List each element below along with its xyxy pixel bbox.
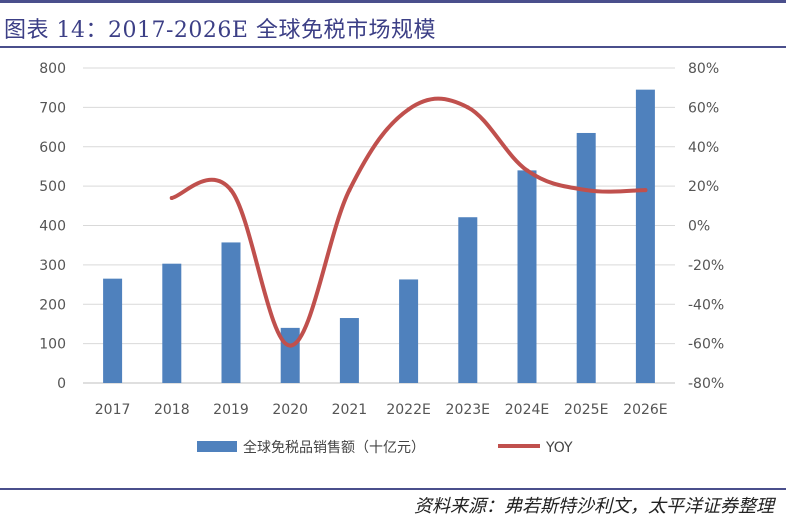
bar — [517, 170, 537, 383]
bar — [576, 132, 596, 383]
grid — [83, 67, 675, 384]
y-axis-left: 0 100 200 300 400 500 600 700 800 — [39, 61, 66, 392]
bar-series — [103, 89, 655, 383]
x-tick-label: 2019 — [213, 402, 249, 418]
y-right-tick-label: -40% — [688, 297, 724, 313]
figure-title: 图表 14：2017-2026E 全球免税市场规模 — [4, 18, 436, 43]
x-tick-label: 2022E — [386, 402, 430, 418]
yoy-point — [347, 188, 352, 193]
yoy-point — [584, 188, 589, 193]
y-axis-right: -80% -60% -40% -20% 0% 20% 40% 60% 80% — [688, 61, 724, 392]
yoy-point — [525, 168, 529, 173]
y-left-tick-label: 200 — [39, 297, 66, 313]
legend-bar-swatch — [197, 441, 237, 452]
y-left-tick-label: 300 — [39, 258, 66, 274]
title-rule — [0, 46, 786, 48]
y-right-tick-label: 80% — [688, 61, 719, 77]
legend-line-label: YOY — [545, 440, 573, 456]
yoy-point — [465, 105, 470, 110]
x-tick-label: 2017 — [95, 402, 131, 418]
yoy-point — [406, 107, 411, 112]
x-tick-label: 2021 — [332, 402, 368, 418]
y-left-tick-label: 0 — [57, 376, 66, 392]
y-left-tick-label: 800 — [39, 61, 66, 77]
x-axis: 2017 2018 2019 2020 2021 2022E 2023E 2024E 2025E… — [95, 402, 668, 418]
bar — [399, 279, 419, 383]
legend: 全球免税品销售额（十亿元） YOY — [197, 439, 573, 456]
x-tick-label: 2024E — [505, 402, 549, 418]
bottom-rule — [0, 488, 786, 490]
y-right-tick-label: 60% — [688, 100, 719, 116]
x-tick-label: 2020 — [272, 402, 308, 418]
source-note: 资料来源：弗若斯特沙利文，太平洋证券整理 — [414, 496, 774, 517]
y-right-tick-label: -80% — [688, 376, 724, 392]
legend-bar-label: 全球免税品销售额（十亿元） — [243, 439, 425, 456]
x-tick-label: 2018 — [154, 402, 190, 418]
line-series — [169, 96, 648, 348]
top-rule — [0, 0, 786, 3]
yoy-point — [643, 188, 648, 193]
bar — [103, 278, 123, 383]
chart: 0 100 200 300 400 500 600 700 800 -80% -60% -40% -2… — [39, 61, 724, 456]
yoy-point — [288, 343, 293, 348]
yoy-point — [229, 188, 233, 193]
y-right-tick-label: 0% — [688, 219, 710, 235]
yoy-point — [169, 195, 174, 200]
x-tick-label: 2025E — [564, 402, 608, 418]
x-tick-label: 2026E — [623, 402, 667, 418]
yoy-line — [169, 96, 648, 348]
y-left-tick-label: 600 — [39, 140, 66, 156]
y-right-tick-label: 40% — [688, 140, 719, 156]
y-right-tick-label: -20% — [688, 258, 724, 274]
y-right-tick-label: -60% — [688, 337, 724, 353]
bar — [458, 217, 478, 383]
x-tick-label: 2023E — [446, 402, 490, 418]
y-left-tick-label: 700 — [39, 100, 66, 116]
bar — [339, 318, 359, 383]
y-left-tick-label: 100 — [39, 337, 66, 353]
y-left-tick-label: 500 — [39, 179, 66, 195]
bar — [635, 89, 655, 383]
bar — [280, 327, 300, 383]
bar — [221, 242, 241, 383]
y-left-tick-label: 400 — [39, 219, 66, 235]
y-right-tick-label: 20% — [688, 179, 719, 195]
bar — [162, 263, 182, 383]
